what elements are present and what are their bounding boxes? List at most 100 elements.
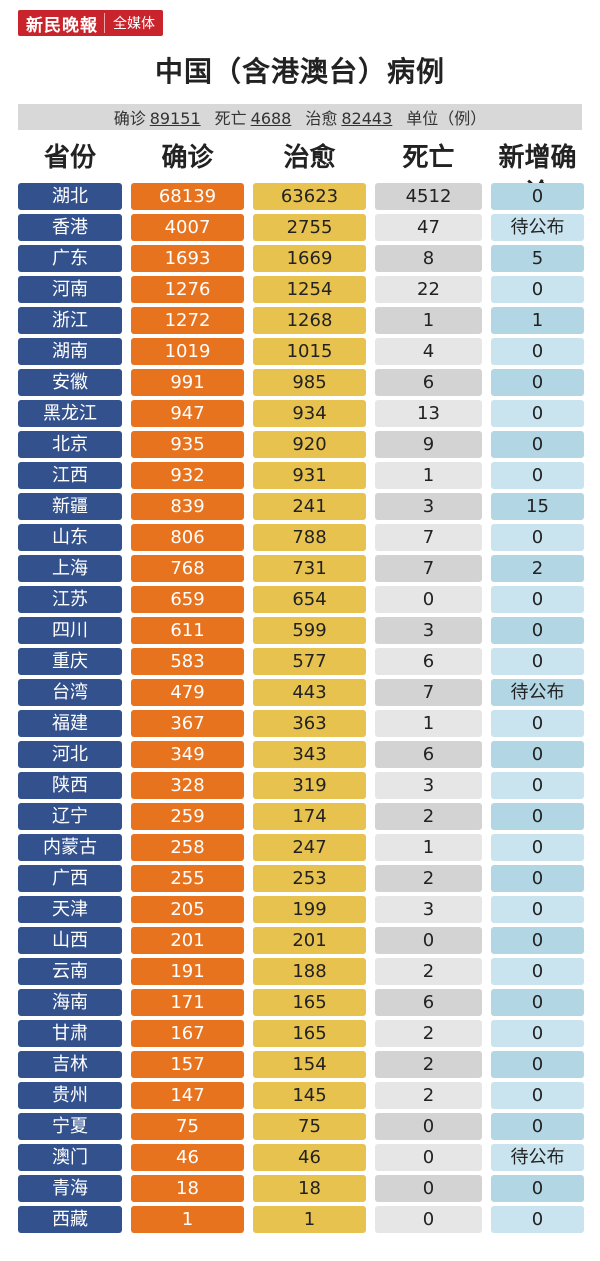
table-row: 山东 806 788 7 0 — [18, 523, 584, 554]
cell-confirmed: 328 — [131, 772, 244, 799]
cell-new: 0 — [491, 741, 584, 768]
cell-new: 0 — [491, 865, 584, 892]
cell-new: 2 — [491, 555, 584, 582]
cell-new: 0 — [491, 586, 584, 613]
cell-cured: 46 — [253, 1144, 366, 1171]
cell-province: 台湾 — [18, 679, 122, 706]
cell-new: 0 — [491, 338, 584, 365]
table-header: 省份 确诊 治愈 死亡 新增确诊 — [18, 140, 584, 209]
cell-confirmed: 259 — [131, 803, 244, 830]
cell-province: 湖南 — [18, 338, 122, 365]
cell-new: 0 — [491, 524, 584, 551]
cell-new: 5 — [491, 245, 584, 272]
cell-cured: 599 — [253, 617, 366, 644]
cell-cured: 241 — [253, 493, 366, 520]
cell-confirmed: 75 — [131, 1113, 244, 1140]
cell-province: 广西 — [18, 865, 122, 892]
cell-new: 待公布 — [491, 679, 584, 706]
cell-confirmed: 935 — [131, 431, 244, 458]
cell-province: 云南 — [18, 958, 122, 985]
table-row: 安徽 991 985 6 0 — [18, 368, 584, 399]
cell-new: 0 — [491, 648, 584, 675]
cell-cured: 174 — [253, 803, 366, 830]
cell-deaths: 0 — [375, 1175, 482, 1202]
table-row: 北京 935 920 9 0 — [18, 430, 584, 461]
cell-cured: 253 — [253, 865, 366, 892]
cell-province: 新疆 — [18, 493, 122, 520]
cell-new: 15 — [491, 493, 584, 520]
cell-cured: 931 — [253, 462, 366, 489]
cell-deaths: 7 — [375, 524, 482, 551]
cell-confirmed: 68139 — [131, 183, 244, 210]
table-row: 上海 768 731 7 2 — [18, 554, 584, 585]
table-row: 贵州 147 145 2 0 — [18, 1081, 584, 1112]
cell-deaths: 2 — [375, 1020, 482, 1047]
cell-deaths: 2 — [375, 1051, 482, 1078]
table-row: 新疆 839 241 3 15 — [18, 492, 584, 523]
summary-deaths: 死亡 4688 — [214, 109, 292, 128]
table-row: 黑龙江 947 934 13 0 — [18, 399, 584, 430]
cell-deaths: 6 — [375, 741, 482, 768]
cell-deaths: 8 — [375, 245, 482, 272]
cell-confirmed: 659 — [131, 586, 244, 613]
table-row: 内蒙古 258 247 1 0 — [18, 833, 584, 864]
cell-confirmed: 1693 — [131, 245, 244, 272]
cell-confirmed: 479 — [131, 679, 244, 706]
page-title: 中国（含港澳台）病例 — [154, 55, 445, 88]
cell-cured: 788 — [253, 524, 366, 551]
cell-cured: 363 — [253, 710, 366, 737]
cell-deaths: 3 — [375, 493, 482, 520]
summary-cured: 治愈 82443 — [305, 109, 393, 128]
cell-province: 江苏 — [18, 586, 122, 613]
cell-deaths: 13 — [375, 400, 482, 427]
table-row: 甘肃 167 165 2 0 — [18, 1019, 584, 1050]
table-row: 湖北 68139 63623 4512 0 — [18, 182, 584, 213]
cell-confirmed: 191 — [131, 958, 244, 985]
table-row: 云南 191 188 2 0 — [18, 957, 584, 988]
cell-province: 福建 — [18, 710, 122, 737]
cell-province: 吉林 — [18, 1051, 122, 1078]
cell-deaths: 2 — [375, 1082, 482, 1109]
cell-province: 重庆 — [18, 648, 122, 675]
cell-cured: 2755 — [253, 214, 366, 241]
cell-province: 河北 — [18, 741, 122, 768]
cell-province: 甘肃 — [18, 1020, 122, 1047]
cell-deaths: 6 — [375, 648, 482, 675]
cell-province: 河南 — [18, 276, 122, 303]
cell-confirmed: 768 — [131, 555, 244, 582]
cell-new: 0 — [491, 834, 584, 861]
cell-cured: 1254 — [253, 276, 366, 303]
cell-confirmed: 1 — [131, 1206, 244, 1233]
brand-tag: 全媒体 — [104, 13, 163, 33]
table-row: 辽宁 259 174 2 0 — [18, 802, 584, 833]
cell-confirmed: 18 — [131, 1175, 244, 1202]
cell-cured: 165 — [253, 1020, 366, 1047]
cell-new: 待公布 — [491, 214, 584, 241]
cell-confirmed: 367 — [131, 710, 244, 737]
table-row: 台湾 479 443 7 待公布 — [18, 678, 584, 709]
cell-deaths: 7 — [375, 679, 482, 706]
cell-new: 待公布 — [491, 1144, 584, 1171]
cell-confirmed: 167 — [131, 1020, 244, 1047]
brand-logo: 新民晚報 — [26, 15, 98, 36]
cell-deaths: 3 — [375, 772, 482, 799]
table-row: 江苏 659 654 0 0 — [18, 585, 584, 616]
cell-deaths: 0 — [375, 1113, 482, 1140]
header-confirmed: 确诊 — [161, 143, 214, 173]
cell-deaths: 1 — [375, 307, 482, 334]
cell-new: 0 — [491, 276, 584, 303]
cell-new: 0 — [491, 1020, 584, 1047]
cell-deaths: 1 — [375, 834, 482, 861]
cell-deaths: 0 — [375, 1206, 482, 1233]
cell-province: 香港 — [18, 214, 122, 241]
table-row: 澳门 46 46 0 待公布 — [18, 1143, 584, 1174]
cell-cured: 18 — [253, 1175, 366, 1202]
cell-confirmed: 806 — [131, 524, 244, 551]
cell-confirmed: 46 — [131, 1144, 244, 1171]
cell-confirmed: 258 — [131, 834, 244, 861]
cell-deaths: 6 — [375, 989, 482, 1016]
cell-confirmed: 147 — [131, 1082, 244, 1109]
cell-province: 海南 — [18, 989, 122, 1016]
table-row: 浙江 1272 1268 1 1 — [18, 306, 584, 337]
cell-new: 0 — [491, 1206, 584, 1233]
